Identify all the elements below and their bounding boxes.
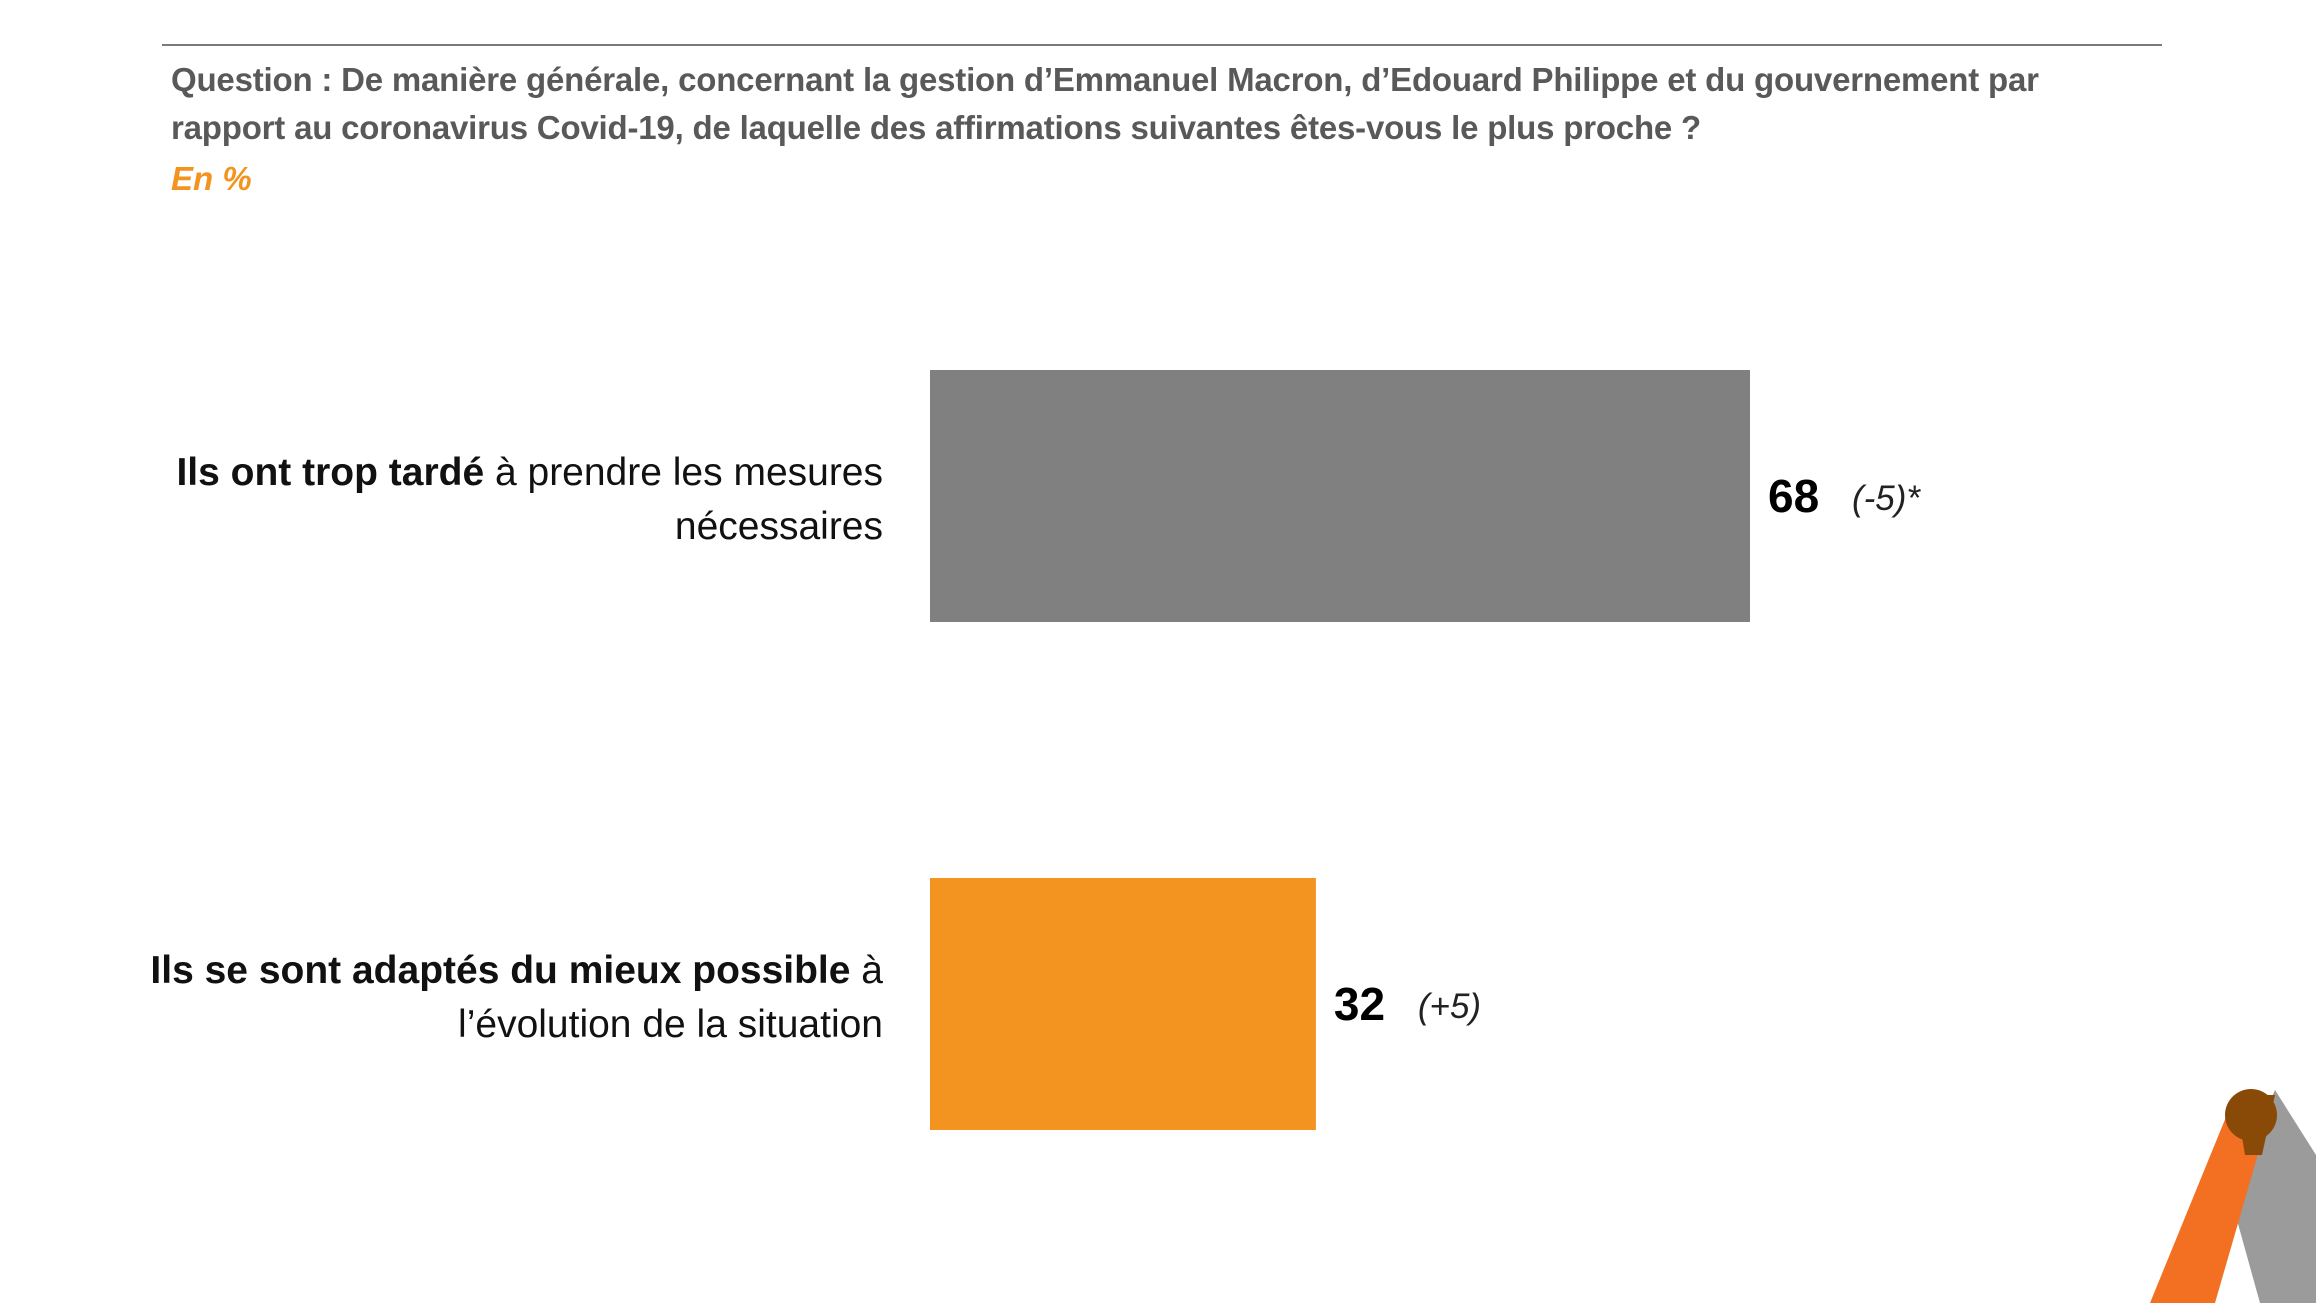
brand-logo xyxy=(2150,1089,2316,1303)
category-label-1-normal: à l’évolution de la situation xyxy=(458,949,883,1046)
question-text: Question : De manière générale, concerna… xyxy=(171,61,2039,146)
header-rule xyxy=(162,44,2162,46)
change-label-1: (+5) xyxy=(1418,987,1481,1026)
category-label-0: Ils ont trop tardé à prendre les mesures… xyxy=(3,446,883,554)
value-label-0: 68 xyxy=(1768,470,1819,522)
category-label-1-bold: Ils se sont adaptés du mieux possible xyxy=(150,949,851,992)
bar-1 xyxy=(930,878,1316,1130)
bar-0 xyxy=(930,370,1750,622)
category-label-0-bold: Ils ont trop tardé xyxy=(176,451,485,494)
unit-label: En % xyxy=(171,160,252,197)
category-label-1: Ils se sont adaptés du mieux possible à … xyxy=(3,944,883,1052)
category-label-0-normal: à prendre les mesures nécessaires xyxy=(484,451,883,548)
value-label-1: 32 xyxy=(1334,978,1385,1030)
change-label-0: (-5)* xyxy=(1852,479,1921,518)
